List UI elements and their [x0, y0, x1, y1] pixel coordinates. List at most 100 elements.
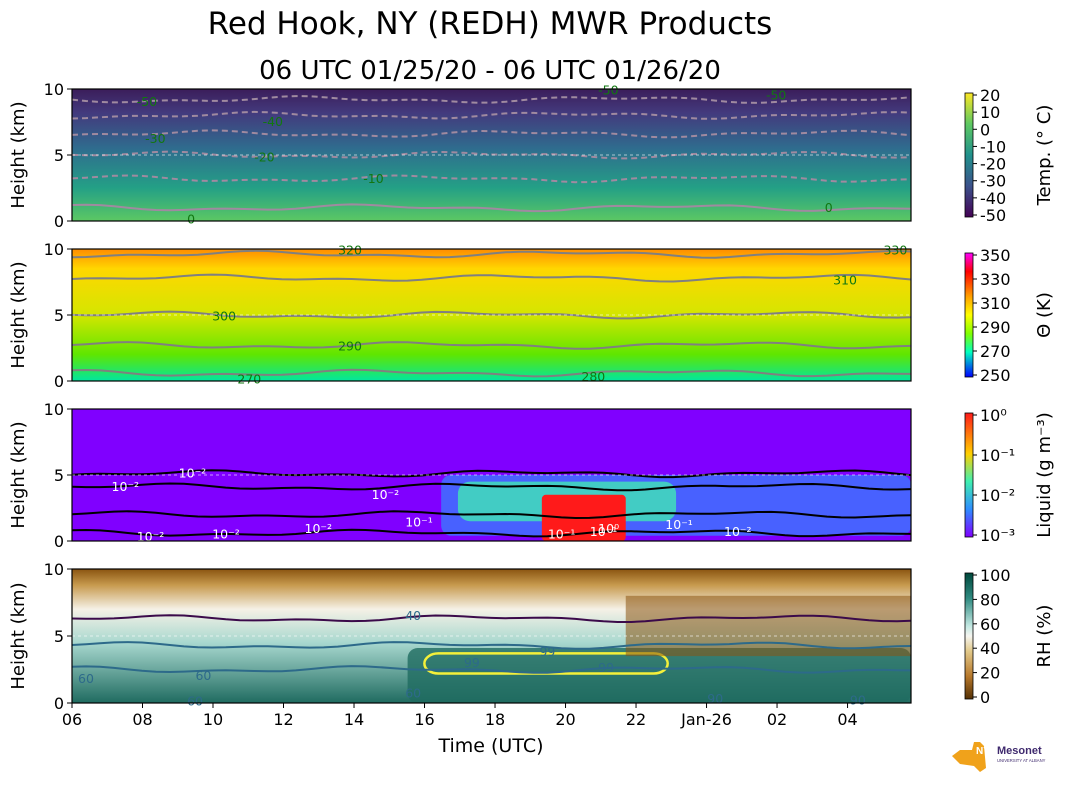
y-tick-label: 0 [54, 694, 64, 713]
contour-label: 10⁻² [372, 487, 400, 502]
x-tick-label: 04 [837, 710, 857, 729]
colorbar-tick-label: 100 [980, 566, 1011, 585]
colorbar-tick-label: -30 [980, 172, 1006, 191]
colorbar-tick-label: 330 [980, 270, 1011, 289]
figure-subtitle: 06 UTC 01/25/20 - 06 UTC 01/26/20 [259, 56, 721, 86]
contour-line [71, 174, 912, 184]
x-tick-label: 08 [132, 710, 152, 729]
x-tick-label: Jan-26 [680, 710, 732, 729]
nys-mesonet-logo: NYS Mesonet UNIVERSITY AT ALBANY [952, 742, 1046, 772]
contour-label: 60 [78, 671, 94, 686]
contour-line [71, 614, 912, 623]
contour-label: -50 [137, 94, 157, 109]
contour-line [71, 341, 912, 350]
colorbar-tick-label: 0 [980, 688, 990, 707]
contour-label: -40 [263, 114, 283, 129]
contour-label: 10⁰ [598, 521, 619, 536]
contour-line [71, 482, 912, 492]
x-tick-label: 10 [203, 710, 223, 729]
colorbar-tick-label: 290 [980, 318, 1011, 337]
colorbar-tick-label: 10⁻³ [980, 526, 1015, 545]
y-tick-label: 10 [44, 400, 64, 419]
contour-line [71, 249, 912, 259]
colorbar-tick-label: 20 [980, 664, 1000, 683]
colorbar-tick-label: -10 [980, 137, 1006, 156]
logo-text-university: UNIVERSITY AT ALBANY [997, 758, 1046, 763]
colorbar-tick-label: 310 [980, 294, 1011, 313]
x-tick-label: 06 [62, 710, 82, 729]
contour-line [71, 203, 912, 213]
contour-label: 10⁻¹ [665, 517, 693, 532]
colorbar-tick-label: 10 [980, 103, 1000, 122]
contour-label: 10⁻² [179, 466, 207, 481]
contour-label: 0 [187, 212, 195, 227]
x-tick-label: 12 [273, 710, 293, 729]
contour-label: 99 [539, 644, 555, 659]
contour-label: -20 [254, 150, 274, 165]
contour-label: 10⁻² [305, 521, 333, 536]
contour-line [71, 665, 912, 674]
figure-title: Red Hook, NY (REDH) MWR Products [207, 6, 773, 42]
contour-label: 10⁻² [112, 479, 140, 494]
x-tick-label: 02 [767, 710, 787, 729]
contour-line [71, 310, 912, 320]
contour-label: 0 [825, 200, 833, 215]
x-tick-label: 22 [626, 710, 646, 729]
contour-label: 330 [883, 242, 907, 257]
colorbar-label: Θ (K) [1034, 292, 1055, 338]
contour-line [71, 368, 912, 378]
contour-label: 60 [195, 668, 211, 683]
logo-text-nys: NYS [976, 746, 997, 757]
colorbar-tick-label: 80 [980, 590, 1000, 609]
colorbar-tick-label: 0 [980, 120, 990, 139]
y-tick-label: 5 [54, 146, 64, 165]
contour-label: 290 [338, 339, 362, 354]
colorbar-label: RH (%) [1034, 605, 1055, 668]
contour-label: -10 [363, 171, 383, 186]
y-axis-label: Height (km) [8, 101, 29, 208]
y-tick-label: 10 [44, 560, 64, 579]
y-tick-label: 10 [44, 240, 64, 259]
colorbar-tick-label: 270 [980, 342, 1011, 361]
colorbar-tick-label: 60 [980, 615, 1000, 634]
contour-label: -50 [598, 82, 618, 97]
contour-line [71, 641, 912, 650]
panel-liquid: 10⁻²10⁻²10⁻²10⁻² 10⁻² 10⁻² 10⁻¹10⁻¹10⁻¹10⁰1… [8, 400, 1055, 551]
colorbar-tick-label: 10⁰ [980, 406, 1007, 425]
colorbar-tick-label: -40 [980, 189, 1006, 208]
colorbar-tick-label: 250 [980, 366, 1011, 385]
logo-text-mesonet: Mesonet [997, 745, 1042, 757]
contour-label: 90 [850, 692, 866, 707]
contour-label: 320 [338, 242, 362, 257]
x-tick-label: 16 [414, 710, 434, 729]
panel-potential_temperature: 320 330 310 300 290 270 280 0 5 10 Height (km) 350 3… [8, 240, 1055, 391]
colorbar-tick-label: 10⁻¹ [980, 446, 1015, 465]
contour-line [71, 150, 912, 160]
moist-layer [407, 648, 911, 703]
colorbar-label: Temp. (° C) [1034, 105, 1055, 207]
y-tick-label: 0 [54, 372, 64, 391]
contour-line [71, 95, 912, 104]
contour-label: 40 [405, 608, 421, 623]
colorbar-temperature [964, 92, 974, 218]
y-axis-label: Height (km) [8, 421, 29, 528]
y-tick-label: 5 [54, 466, 64, 485]
x-tick-label: 14 [344, 710, 364, 729]
contour-label: 10⁻² [212, 526, 240, 541]
contour-label: 90 [707, 691, 723, 706]
contour-label: 10⁻¹ [590, 524, 618, 539]
y-tick-label: 0 [54, 212, 64, 231]
contour-label: 310 [833, 273, 857, 288]
y-axis-label: Height (km) [8, 261, 29, 368]
colorbar-liquid [964, 412, 974, 538]
contour-label: 60 [405, 686, 421, 701]
colorbar-label: Liquid (g m⁻³) [1034, 412, 1055, 537]
colorbar-tick-label: 350 [980, 246, 1011, 265]
colorbar-tick-label: -50 [980, 206, 1006, 225]
colorbar-tick-label: 40 [980, 639, 1000, 658]
contour-label: 10⁻² [724, 524, 752, 539]
contour-label: 270 [237, 372, 261, 387]
colorbar-tick-label: 10⁻² [980, 486, 1015, 505]
